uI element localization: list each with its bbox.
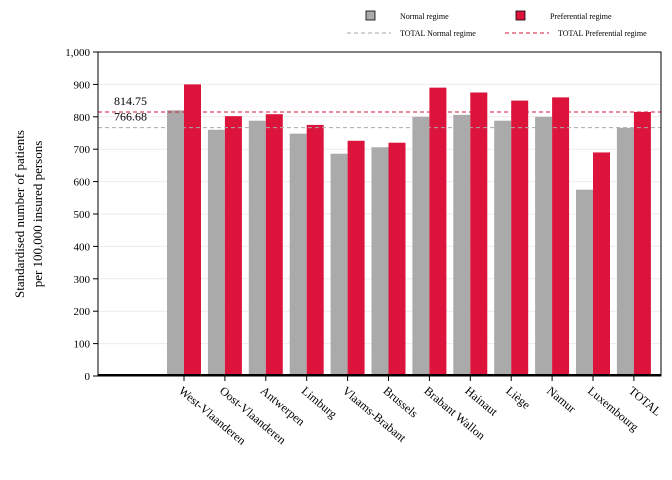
bar-normal-west-vlaanderen: [167, 110, 184, 376]
y-tick-label: 700: [74, 144, 91, 156]
legend-label-preferential: Preferential regime: [550, 12, 612, 21]
legend: Normal regime Preferential regime TOTAL No…: [347, 10, 647, 38]
y-tick-label: 100: [74, 339, 91, 351]
bar-preferential-namur: [552, 97, 570, 377]
bar-preferential-oost-vlaanderen: [224, 116, 242, 376]
reference-label-normal: 766.68: [114, 110, 147, 124]
reference-lines: 814.75 766.68: [98, 94, 661, 129]
bar-preferential-antwerpen: [265, 114, 283, 376]
y-axis-title: Standardised number of patients per 100,0…: [12, 130, 45, 298]
bar-normal-antwerpen: [248, 120, 266, 376]
bar-preferential-luxembourg: [593, 152, 610, 376]
bar-normal-oost-vlaanderen: [207, 129, 225, 376]
bar-preferential-hainaut: [470, 92, 488, 376]
bar-normal-brussels: [371, 147, 389, 376]
legend-ref-label-preferential: TOTAL Preferential regime: [558, 29, 647, 38]
bar-normal-total: [616, 127, 634, 376]
bar-normal-limburg: [289, 133, 307, 376]
legend-ref-label-normal: TOTAL Normal regime: [400, 29, 476, 38]
x-tick-label: Namur: [544, 384, 579, 416]
y-tick-label: 900: [74, 79, 91, 91]
bar-preferential-li-ge: [511, 100, 529, 376]
legend-swatch-normal: [365, 10, 376, 21]
bar-preferential-west-vlaanderen: [184, 84, 201, 377]
x-tick-label: Liège: [503, 384, 533, 412]
x-tick-label: Hainaut: [462, 384, 501, 420]
bar-preferential-limburg: [306, 124, 324, 377]
x-tick-label: TOTAL: [626, 384, 664, 419]
legend-label-normal: Normal regime: [400, 12, 449, 21]
bar-normal-li-ge: [494, 120, 512, 376]
y-tick-label: 600: [74, 177, 91, 189]
y-tick-label: 200: [74, 306, 91, 318]
bar-preferential-brussels: [388, 142, 406, 376]
legend-swatch-preferential: [515, 10, 526, 21]
y-tick-label: 0: [85, 371, 91, 383]
bar-normal-hainaut: [453, 114, 471, 376]
bars: [167, 84, 651, 377]
y-tick-label: 1,000: [65, 47, 90, 59]
y-tick-label: 400: [74, 241, 91, 253]
reference-label-preferential: 814.75: [114, 94, 147, 108]
bar-preferential-total: [633, 111, 651, 376]
y-tick-label: 800: [74, 112, 91, 124]
y-tick-label: 300: [74, 274, 91, 286]
bar-preferential-brabant-wallon: [429, 87, 447, 376]
bar-normal-brabant-wallon: [412, 116, 430, 377]
y-axis-title-line-1: Standardised number of patients: [12, 130, 27, 298]
axes: 01002003004005006007008009001,000West-Vl…: [65, 47, 664, 448]
bar-normal-luxembourg: [576, 189, 593, 376]
bar-preferential-vlaams-brabant: [347, 140, 365, 376]
y-axis-title-line-2: per 100,000 insured persons: [30, 141, 45, 288]
bar-normal-namur: [535, 116, 553, 377]
y-tick-label: 500: [74, 209, 91, 221]
bar-normal-vlaams-brabant: [330, 153, 348, 376]
